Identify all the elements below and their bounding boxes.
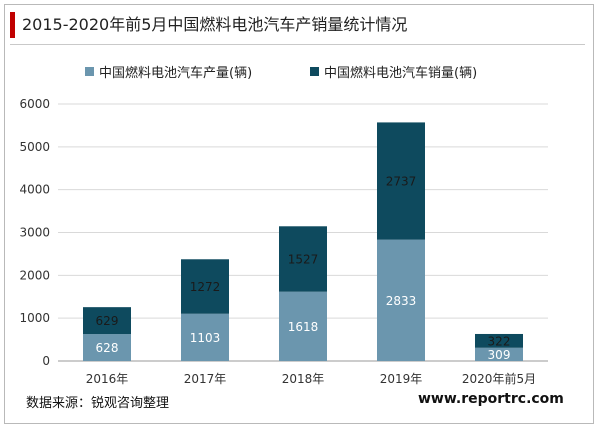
x-tick-label: 2018年 (282, 372, 325, 386)
y-tick-label: 3000 (19, 226, 50, 240)
data-label: 1103 (190, 331, 221, 345)
data-label: 2833 (386, 294, 417, 308)
legend-swatch-sales (310, 67, 319, 76)
title-divider (10, 44, 585, 45)
bar-segment-sales (377, 122, 425, 240)
x-tick-label: 2019年 (380, 372, 423, 386)
legend-swatch-production (85, 67, 94, 76)
x-tick-label: 2020年前5月 (462, 371, 536, 386)
y-tick-label: 5000 (19, 140, 50, 154)
data-source-note: 数据来源：锐观咨询整理 (26, 396, 170, 411)
bar-segment-production (279, 291, 327, 361)
x-tick-label: 2016年 (86, 372, 129, 386)
bar-segment-sales (181, 259, 229, 314)
data-label: 2737 (386, 175, 417, 189)
chart-legend: 中国燃料电池汽车产量(辆) 中国燃料电池汽车销量(辆) (0, 62, 600, 82)
chart-title: 2015-2020年前5月中国燃料电池汽车产销量统计情况 (22, 15, 408, 34)
bar-segment-production (83, 334, 131, 361)
bar-segment-production (181, 313, 229, 361)
y-tick-label: 0 (42, 354, 50, 368)
bar-segment-sales (83, 307, 131, 335)
legend-label-sales: 中国燃料电池汽车销量(辆) (324, 66, 478, 81)
bar-segment-production (377, 239, 425, 361)
x-tick-label: 2017年 (184, 372, 227, 386)
bar-segment-production (475, 347, 523, 361)
data-label: 629 (96, 314, 119, 328)
legend-label-production: 中国燃料电池汽车产量(辆) (99, 66, 253, 81)
data-label: 628 (96, 341, 119, 355)
data-label: 1272 (190, 280, 221, 294)
data-label: 322 (488, 334, 511, 348)
y-tick-label: 4000 (19, 183, 50, 197)
website-watermark: www.reportrc.com (418, 391, 564, 407)
legend-item-sales: 中国燃料电池汽车销量(辆) (310, 62, 477, 81)
legend-item-production: 中国燃料电池汽车产量(辆) (85, 62, 252, 81)
data-label: 309 (488, 348, 511, 362)
y-tick-label: 1000 (19, 311, 50, 325)
y-tick-label: 2000 (19, 268, 50, 282)
y-tick-label: 6000 (19, 97, 50, 111)
data-label: 1527 (288, 252, 319, 266)
bar-segment-sales (279, 226, 327, 292)
bar-segment-sales (475, 333, 523, 348)
data-label: 1618 (288, 320, 319, 334)
title-accent-bar (10, 12, 15, 38)
